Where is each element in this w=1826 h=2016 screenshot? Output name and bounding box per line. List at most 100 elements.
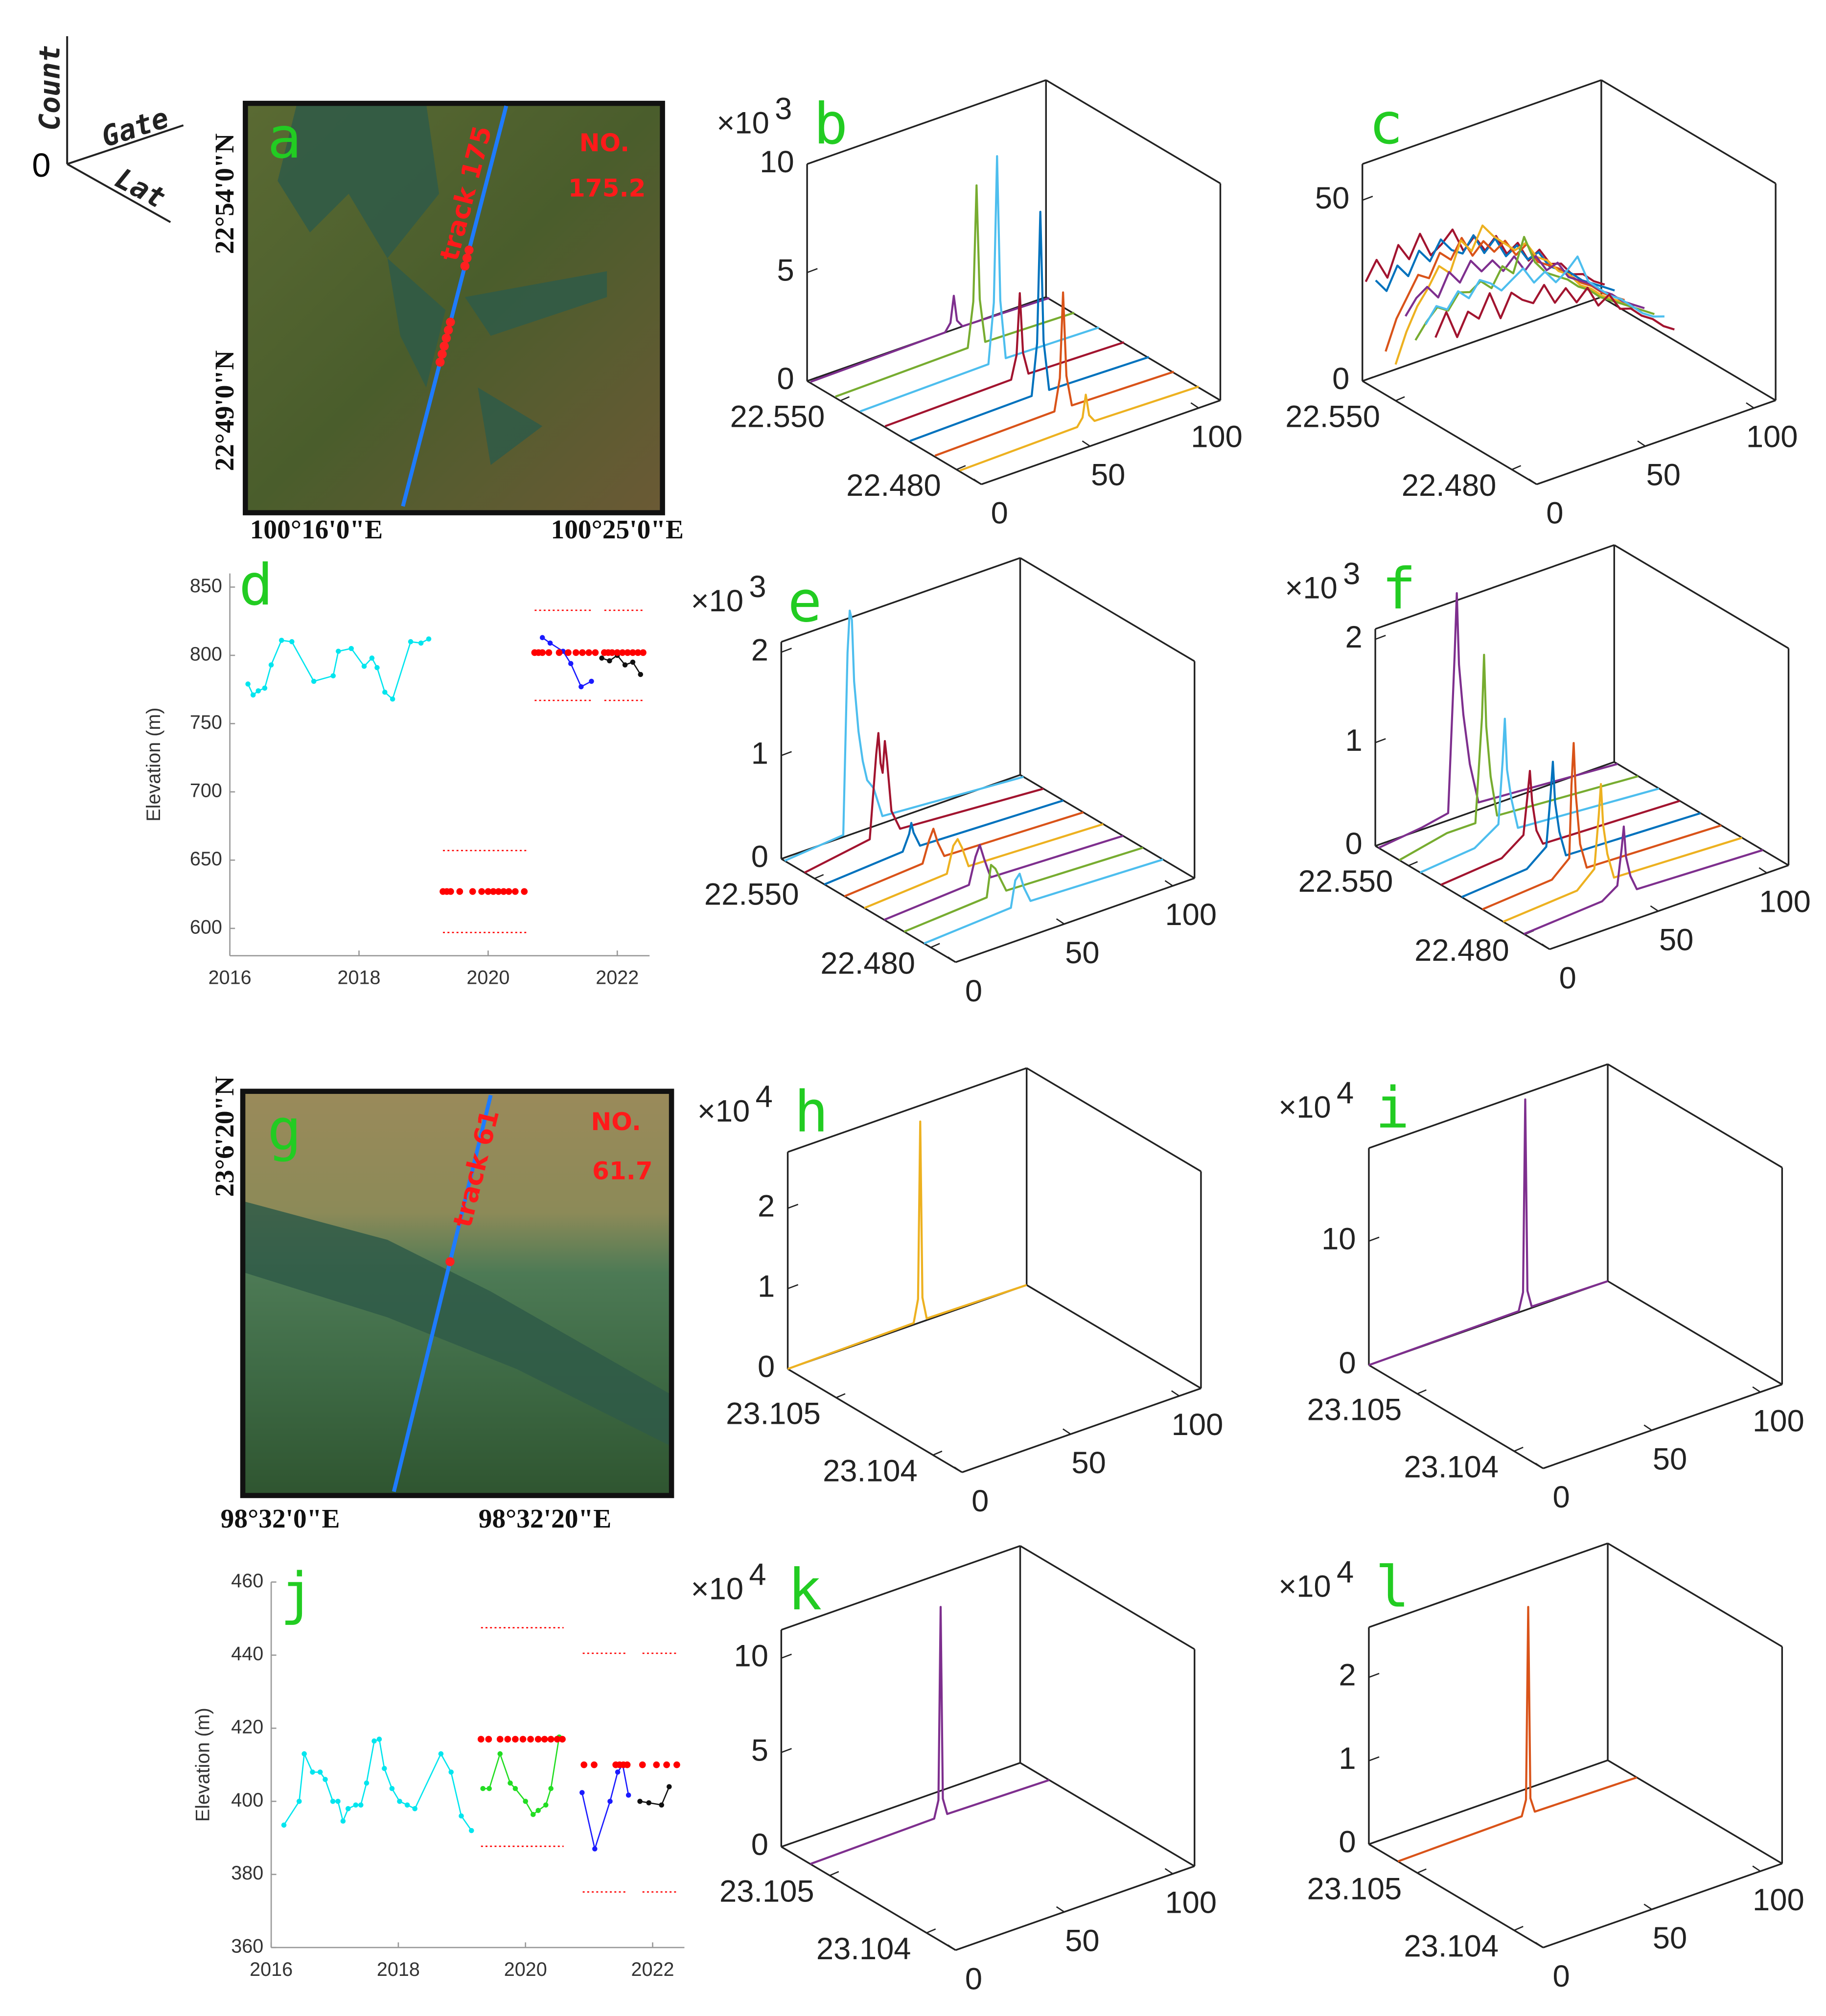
point	[579, 1790, 585, 1795]
point	[637, 1799, 643, 1804]
z-tick	[1368, 1236, 1380, 1242]
waveform	[864, 823, 1104, 909]
box-edge	[1362, 296, 1602, 382]
point	[477, 1736, 485, 1743]
point	[397, 1799, 402, 1804]
z-tick-label: 1	[751, 736, 768, 770]
gate-tick-label: 0	[1552, 1959, 1570, 1993]
gate-tick-label: 0	[1552, 1480, 1570, 1514]
point	[640, 649, 647, 656]
lat-tick	[956, 465, 966, 470]
lat-tick	[1408, 861, 1418, 866]
z-tick-label: 10	[734, 1639, 768, 1673]
track-point	[441, 333, 451, 343]
gate-tick	[1082, 440, 1090, 447]
z-tick	[807, 160, 818, 165]
x-tick-label: 2018	[377, 1959, 420, 1980]
z-tick-label: 0	[758, 1350, 775, 1384]
box-edge	[1045, 296, 1221, 401]
panel-letter: g	[267, 1097, 301, 1163]
gate-tick	[1643, 1903, 1652, 1910]
box-edge	[1614, 544, 1789, 649]
point	[504, 1736, 511, 1743]
x-tick-label: 2018	[338, 967, 381, 989]
point	[659, 1802, 664, 1808]
waveform	[1399, 653, 1639, 861]
point	[622, 662, 628, 668]
panel-letter: l	[1375, 1554, 1410, 1621]
z-tick-label: 2	[1345, 620, 1363, 654]
y-tick-label: 460	[231, 1570, 263, 1592]
track-point	[445, 1257, 455, 1267]
box-edge	[1607, 1760, 1783, 1865]
box-edge	[1368, 1759, 1608, 1845]
point	[490, 888, 497, 895]
gate-tick	[1528, 478, 1537, 485]
point	[592, 649, 599, 656]
waveform	[903, 847, 1144, 933]
lat-tick-label: 23.105	[1307, 1872, 1402, 1906]
gate-tick	[1056, 918, 1065, 925]
point	[630, 659, 636, 665]
series-line	[601, 654, 641, 675]
z-tick	[781, 751, 792, 756]
point	[301, 1751, 307, 1757]
point	[615, 1769, 621, 1775]
point	[554, 1736, 561, 1743]
point	[539, 635, 545, 640]
key-origin: 0	[32, 146, 50, 184]
lat-tick	[1417, 1389, 1427, 1394]
gate-tick	[1164, 1868, 1174, 1875]
z-tick-label: 1	[1339, 1741, 1356, 1776]
z-tick	[787, 1204, 799, 1209]
point	[547, 640, 553, 646]
lat-tick-label: 23.104	[1404, 1450, 1499, 1484]
z-tick-label: 0	[777, 362, 794, 396]
panel-letter: d	[239, 552, 273, 618]
point	[653, 1761, 660, 1768]
box-edge	[962, 1387, 1202, 1473]
lat-tick	[814, 874, 824, 880]
lat-tick	[829, 1871, 839, 1877]
point	[469, 1828, 474, 1833]
point	[548, 1785, 554, 1791]
z-tick	[1368, 1672, 1380, 1678]
gate-tick	[1650, 905, 1659, 912]
point	[412, 1806, 417, 1811]
waveform	[810, 1606, 1050, 1865]
box-edge	[807, 79, 1046, 165]
lat-tick-label: 22.480	[820, 946, 915, 980]
point	[543, 1802, 549, 1808]
lat-tick	[840, 396, 850, 401]
waveform	[1424, 255, 1664, 325]
point	[591, 1761, 598, 1768]
z-tick	[781, 1653, 792, 1659]
x-tick-label: 2016	[208, 967, 252, 989]
waveform	[1502, 783, 1743, 923]
series-line	[581, 1763, 629, 1852]
z-tick-label: 0	[1345, 827, 1363, 861]
track-point	[446, 317, 455, 327]
point	[523, 1799, 528, 1804]
point	[521, 888, 528, 895]
point	[599, 655, 604, 661]
box-edge	[1026, 1284, 1202, 1390]
z-tick	[1368, 1839, 1380, 1845]
z-tick	[1368, 1756, 1380, 1761]
track-point	[438, 349, 447, 359]
gate-tick-label: 50	[1071, 1446, 1106, 1480]
waveform	[884, 292, 1125, 427]
point	[608, 649, 616, 656]
lat-tick	[1417, 1868, 1427, 1874]
waveform	[844, 811, 1084, 898]
waveform	[859, 155, 1100, 413]
point	[663, 1761, 670, 1768]
box-edge	[781, 557, 1021, 643]
point	[323, 1777, 328, 1782]
gate-tick-label: 100	[1191, 420, 1243, 454]
waveform	[1524, 825, 1763, 935]
point	[531, 1812, 536, 1817]
z-tick	[807, 376, 818, 382]
point	[634, 649, 642, 656]
